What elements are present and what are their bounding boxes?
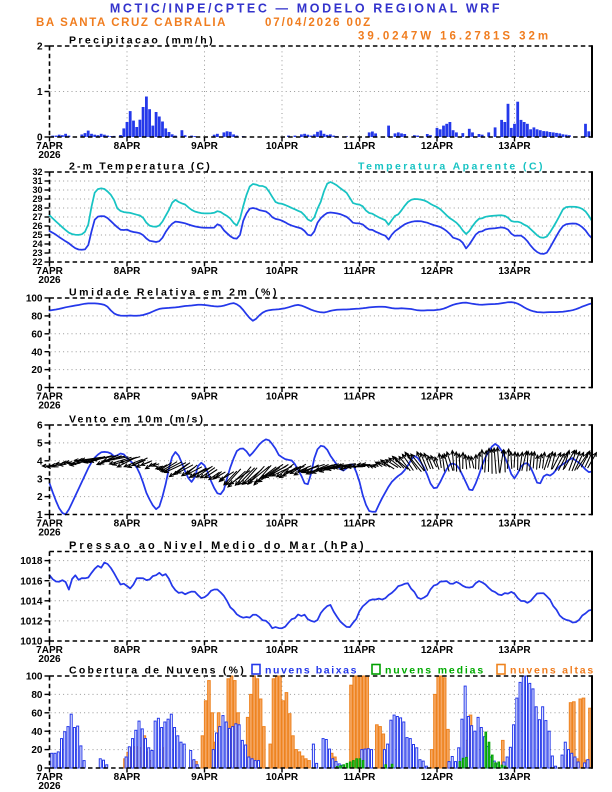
- svg-text:9APR: 9APR: [191, 645, 218, 656]
- svg-text:12APR: 12APR: [421, 141, 454, 152]
- svg-text:6: 6: [37, 421, 43, 432]
- svg-text:9APR: 9APR: [191, 266, 218, 277]
- svg-text:13APR: 13APR: [498, 391, 531, 402]
- svg-text:1: 1: [37, 87, 43, 98]
- svg-text:30: 30: [32, 185, 42, 195]
- svg-text:25: 25: [32, 230, 42, 240]
- svg-text:Pressao ao Nivel Medio do Mar: Pressao ao Nivel Medio do Mar (hPa): [69, 540, 367, 552]
- svg-text:20: 20: [31, 365, 43, 376]
- svg-text:9APR: 9APR: [191, 772, 218, 783]
- svg-text:22: 22: [32, 257, 42, 267]
- svg-text:20: 20: [31, 745, 43, 756]
- svg-text:7APR: 7APR: [36, 645, 63, 656]
- svg-text:11APR: 11APR: [344, 645, 376, 656]
- svg-text:7APR: 7APR: [36, 266, 63, 277]
- svg-text:12APR: 12APR: [421, 391, 454, 402]
- svg-text:8APR: 8APR: [114, 266, 141, 277]
- svg-text:10APR: 10APR: [266, 266, 299, 277]
- svg-text:Precipitacao (mm/h): Precipitacao (mm/h): [69, 35, 215, 47]
- svg-text:40: 40: [31, 347, 43, 358]
- svg-text:13APR: 13APR: [498, 772, 531, 783]
- svg-text:9APR: 9APR: [191, 391, 218, 402]
- svg-text:10APR: 10APR: [266, 772, 299, 783]
- svg-text:3: 3: [37, 474, 43, 485]
- svg-text:1014: 1014: [20, 596, 43, 607]
- svg-text:26: 26: [32, 221, 42, 231]
- svg-text:7APR: 7APR: [36, 141, 63, 152]
- svg-text:10APR: 10APR: [266, 518, 299, 529]
- svg-text:8APR: 8APR: [114, 772, 141, 783]
- svg-text:11APR: 11APR: [344, 772, 376, 783]
- svg-text:1018: 1018: [20, 556, 43, 567]
- svg-text:24: 24: [32, 239, 42, 249]
- svg-text:9APR: 9APR: [191, 518, 218, 529]
- svg-text:2026: 2026: [38, 400, 61, 411]
- svg-text:100: 100: [26, 672, 43, 683]
- svg-text:8APR: 8APR: [114, 141, 141, 152]
- svg-text:2: 2: [37, 42, 43, 53]
- svg-text:2026: 2026: [38, 527, 61, 538]
- svg-text:39.0247W 16.2781S 32m: 39.0247W 16.2781S 32m: [358, 31, 551, 43]
- svg-text:11APR: 11APR: [344, 391, 376, 402]
- svg-text:9APR: 9APR: [191, 141, 218, 152]
- svg-text:12APR: 12APR: [421, 772, 454, 783]
- svg-text:40: 40: [31, 727, 43, 738]
- svg-text:60: 60: [31, 329, 43, 340]
- svg-text:1: 1: [37, 510, 43, 521]
- svg-text:29: 29: [32, 194, 42, 204]
- svg-text:11APR: 11APR: [344, 518, 376, 529]
- svg-text:13APR: 13APR: [498, 518, 531, 529]
- svg-text:4: 4: [37, 456, 43, 467]
- svg-text:80: 80: [31, 312, 43, 323]
- svg-text:12APR: 12APR: [421, 266, 454, 277]
- svg-text:07/04/2026 00Z: 07/04/2026 00Z: [265, 17, 372, 29]
- svg-text:100: 100: [26, 294, 43, 305]
- svg-text:11APR: 11APR: [344, 266, 376, 277]
- svg-text:2026: 2026: [38, 275, 61, 286]
- svg-text:2-m Temperatura (C): 2-m Temperatura (C): [69, 161, 212, 173]
- svg-text:60: 60: [31, 708, 43, 719]
- svg-text:7APR: 7APR: [36, 518, 63, 529]
- svg-text:12APR: 12APR: [421, 518, 454, 529]
- svg-text:32: 32: [32, 167, 42, 177]
- svg-text:80: 80: [31, 690, 43, 701]
- svg-text:5: 5: [37, 439, 43, 450]
- svg-text:23: 23: [32, 248, 42, 258]
- svg-text:0: 0: [37, 383, 43, 394]
- svg-text:Temperatura Aparente (C): Temperatura Aparente (C): [358, 161, 545, 173]
- svg-text:2026: 2026: [38, 150, 61, 161]
- svg-text:13APR: 13APR: [498, 266, 531, 277]
- svg-text:13APR: 13APR: [498, 141, 531, 152]
- svg-text:2026: 2026: [38, 654, 61, 665]
- svg-text:10APR: 10APR: [266, 141, 299, 152]
- svg-text:31: 31: [32, 176, 42, 186]
- svg-text:10APR: 10APR: [266, 645, 299, 656]
- svg-text:nuvens baixas: nuvens baixas: [265, 665, 358, 677]
- svg-text:0: 0: [37, 764, 43, 775]
- svg-text:8APR: 8APR: [114, 391, 141, 402]
- svg-text:2026: 2026: [38, 781, 61, 792]
- svg-text:8APR: 8APR: [114, 518, 141, 529]
- svg-text:1012: 1012: [20, 617, 43, 628]
- svg-text:27: 27: [32, 212, 42, 222]
- svg-text:0: 0: [37, 133, 43, 144]
- svg-text:11APR: 11APR: [344, 141, 376, 152]
- svg-text:BA SANTA CRUZ CABRALIA: BA SANTA CRUZ CABRALIA: [36, 17, 227, 29]
- svg-text:nuvens medias: nuvens medias: [385, 665, 485, 677]
- svg-text:10APR: 10APR: [266, 391, 299, 402]
- svg-text:7APR: 7APR: [36, 391, 63, 402]
- svg-text:28: 28: [32, 203, 42, 213]
- svg-text:1010: 1010: [20, 637, 43, 648]
- svg-text:1016: 1016: [20, 576, 43, 587]
- svg-text:12APR: 12APR: [421, 645, 454, 656]
- svg-text:13APR: 13APR: [498, 645, 531, 656]
- svg-text:7APR: 7APR: [36, 772, 63, 783]
- svg-text:Vento em 10m (m/s): Vento em 10m (m/s): [69, 414, 205, 426]
- svg-text:Umidade Relativa em 2m (%): Umidade Relativa em 2m (%): [69, 287, 279, 299]
- svg-text:nuvens altas: nuvens altas: [510, 665, 595, 677]
- svg-text:2: 2: [37, 492, 43, 503]
- svg-text:MCTIC/INPE/CPTEC — MODELO REGI: MCTIC/INPE/CPTEC — MODELO REGIONAL WRF: [110, 2, 502, 16]
- svg-text:8APR: 8APR: [114, 645, 141, 656]
- svg-text:Cobertura de Nuvens (%): Cobertura de Nuvens (%): [69, 665, 246, 677]
